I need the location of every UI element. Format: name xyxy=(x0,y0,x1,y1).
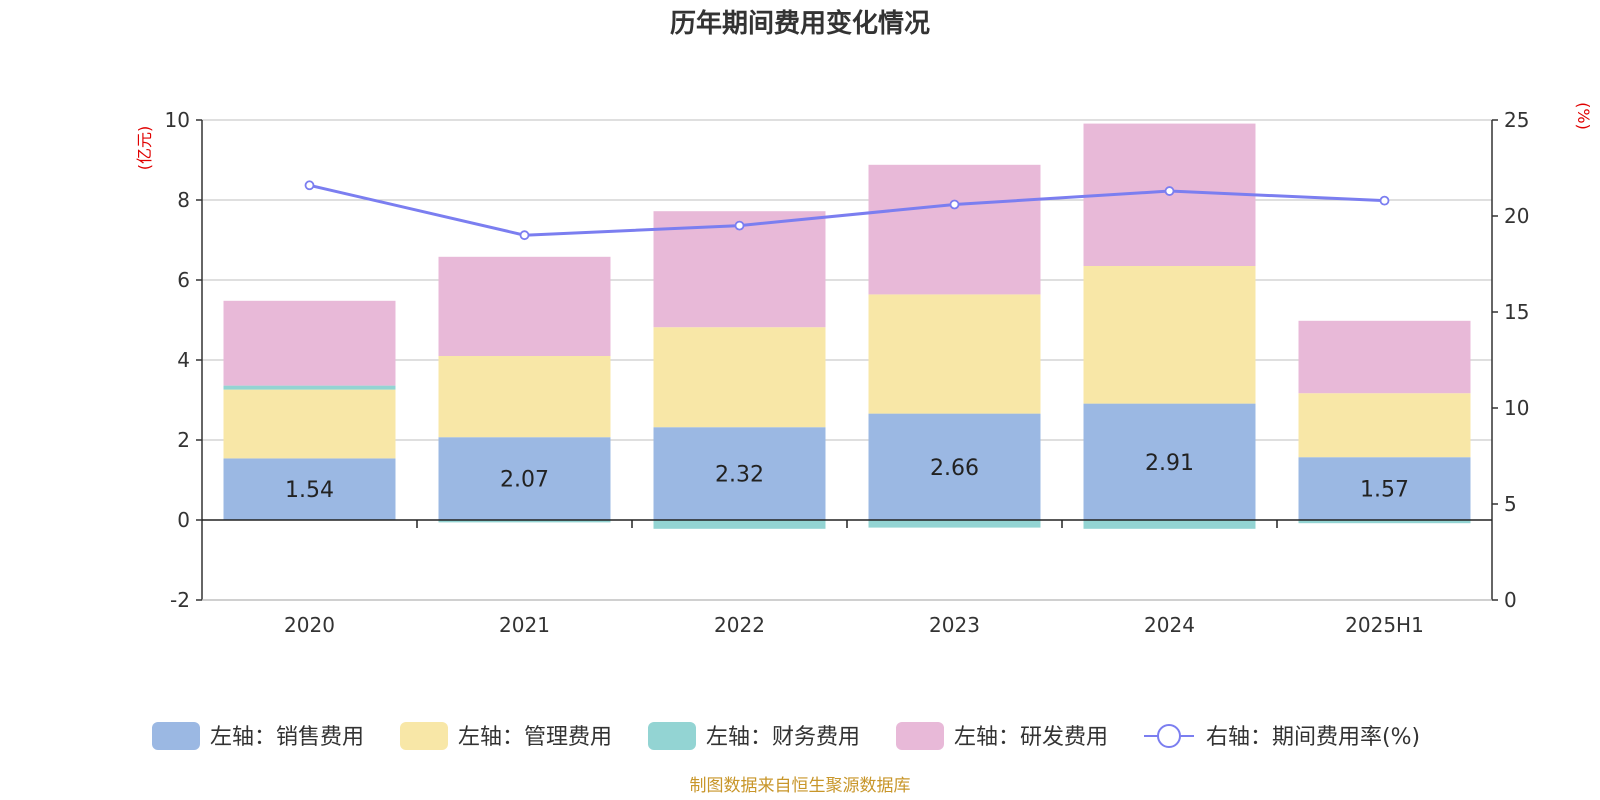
bar-1-2020 xyxy=(223,458,396,520)
bar-3-2024 xyxy=(1083,520,1256,529)
data-label: 1.54 xyxy=(285,478,334,503)
left-tick-label: 8 xyxy=(177,188,190,212)
legend-label: 右轴：期间费用率(%) xyxy=(1206,725,1420,750)
bar-4-2021 xyxy=(438,256,611,356)
chart-title: 历年期间费用变化情况 xyxy=(670,8,930,39)
x-tick-label: 2022 xyxy=(714,613,765,637)
bar-4-2020 xyxy=(223,300,396,386)
legend[interactable]: 左轴：销售费用 左轴：管理费用 左轴：财务费用 左轴：研发费用 右轴：期间费用率(%) xyxy=(152,722,1420,750)
right-tick-label: 25 xyxy=(1504,108,1529,132)
right-axis-unit: (%) xyxy=(1574,102,1593,130)
right-tick-label: 5 xyxy=(1504,492,1517,516)
rate-point xyxy=(304,180,315,191)
data-label: 2.32 xyxy=(715,463,764,488)
rate-point xyxy=(734,220,745,231)
bar-3-2021 xyxy=(438,520,611,523)
line-series xyxy=(304,180,1390,241)
x-tick-label: 2023 xyxy=(929,613,980,637)
right-tick-label: 20 xyxy=(1504,204,1529,228)
bar-1-2024 xyxy=(1083,403,1256,520)
bar-3-2022 xyxy=(653,520,826,529)
rate-point xyxy=(1379,195,1390,206)
legend-swatch xyxy=(896,722,944,750)
axes: -2 0 2 4 6 8 10 0 5 10 15 20 25 2020 2021 2022 2023 2024 2… xyxy=(165,108,1530,637)
legend-swatch xyxy=(400,722,448,750)
bar-3-2023 xyxy=(868,520,1041,528)
legend-label: 左轴：财务费用 xyxy=(706,725,860,750)
legend-item-4[interactable]: 左轴：研发费用 xyxy=(896,722,1108,750)
bar-1-2022 xyxy=(653,427,826,520)
data-labels: 1.54 2.07 2.32 2.66 2.91 1.57 xyxy=(285,451,1409,503)
legend-item-5[interactable]: 右轴：期间费用率(%) xyxy=(1144,724,1420,750)
left-tick-label: 0 xyxy=(177,508,190,532)
bar-2-2020 xyxy=(223,389,396,459)
bars xyxy=(223,123,1471,529)
legend-marker xyxy=(1157,724,1181,748)
rate-point xyxy=(519,230,530,241)
x-tick-label: 2024 xyxy=(1144,613,1195,637)
left-tick-label: 2 xyxy=(177,428,190,452)
right-tick-label: 0 xyxy=(1504,588,1517,612)
legend-item-1[interactable]: 左轴：销售费用 xyxy=(152,722,364,750)
legend-label: 左轴：研发费用 xyxy=(954,725,1108,750)
left-tick-label: 4 xyxy=(177,348,190,372)
legend-swatch xyxy=(648,722,696,750)
legend-item-3[interactable]: 左轴：财务费用 xyxy=(648,722,860,750)
legend-label: 左轴：管理费用 xyxy=(458,725,612,750)
bar-2-2021 xyxy=(438,356,611,438)
bar-2-2025H1 xyxy=(1298,393,1471,458)
data-label: 2.66 xyxy=(930,456,979,481)
rate-point xyxy=(1164,186,1175,196)
right-tick-label: 15 xyxy=(1504,300,1529,324)
bar-4-2023 xyxy=(868,164,1041,295)
legend-swatch xyxy=(152,722,200,750)
rate-point xyxy=(949,199,960,210)
bar-2-2024 xyxy=(1083,266,1256,404)
legend-item-2[interactable]: 左轴：管理费用 xyxy=(400,722,612,750)
x-tick-label: 2021 xyxy=(499,613,550,637)
data-source: 制图数据来自恒生聚源数据库 xyxy=(690,776,911,796)
data-label: 1.57 xyxy=(1360,478,1409,503)
bar-3-2020 xyxy=(223,385,396,390)
rate-line xyxy=(309,183,1385,237)
data-label: 2.91 xyxy=(1145,451,1194,476)
data-label: 2.07 xyxy=(500,468,549,493)
bar-1-2021 xyxy=(438,437,611,520)
bar-1-2025H1 xyxy=(1298,457,1471,520)
x-tick-label: 2025H1 xyxy=(1345,613,1424,637)
legend-label: 左轴：销售费用 xyxy=(210,725,364,750)
bar-3-2025H1 xyxy=(1298,520,1471,524)
bar-4-2025H1 xyxy=(1298,320,1471,394)
bar-2-2022 xyxy=(653,327,826,428)
left-axis-unit: (亿元) xyxy=(135,126,154,171)
right-tick-label: 10 xyxy=(1504,396,1529,420)
bar-4-2022 xyxy=(653,211,826,328)
x-tick-label: 2020 xyxy=(284,613,335,637)
left-tick-label: 6 xyxy=(177,268,190,292)
left-tick-label: -2 xyxy=(170,588,190,612)
left-tick-label: 10 xyxy=(165,108,190,132)
bar-2-2023 xyxy=(868,294,1041,414)
bar-1-2023 xyxy=(868,413,1041,520)
